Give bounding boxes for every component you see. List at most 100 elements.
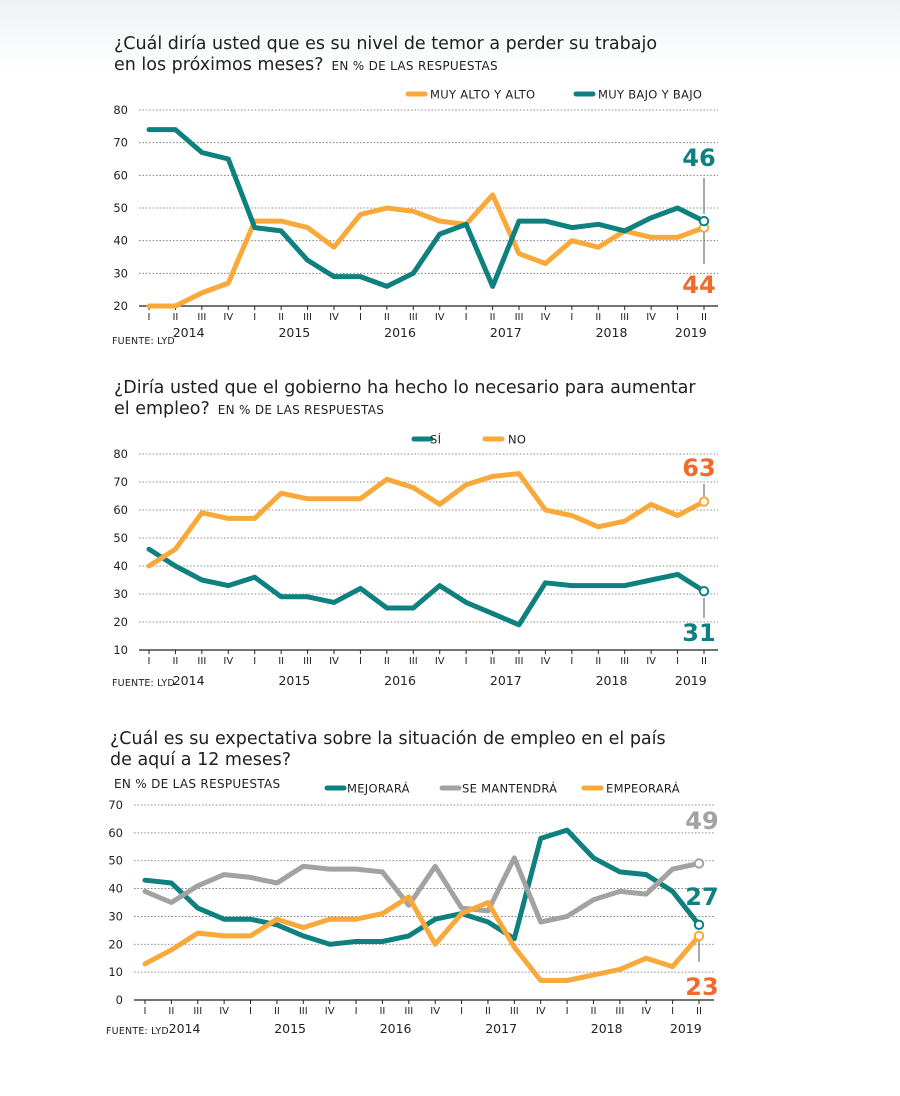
chart-3-unit: EN % DE LAS RESPUESTAS [114, 777, 281, 791]
x-tick-label: IV [646, 312, 656, 323]
x-tick-label: III [620, 312, 629, 323]
year-label: 2015 [274, 1021, 306, 1036]
chart-1-title-line-1: ¿Cuál diría usted que es su nivel de tem… [114, 34, 658, 54]
end-value-label: 44 [682, 271, 715, 299]
x-tick-label: I [148, 312, 151, 323]
x-tick-label: II [591, 1006, 597, 1017]
x-tick-label: II [490, 656, 496, 667]
y-tick-label: 80 [113, 103, 128, 117]
chart-panel-2: ¿Diría usted que el gobierno ha hecho lo… [112, 378, 718, 689]
y-tick-label: 10 [113, 643, 128, 657]
x-tick-label: III [510, 1006, 519, 1017]
series-line [142, 855, 702, 925]
year-label: 2015 [278, 325, 310, 340]
y-tick-label: 30 [113, 587, 128, 601]
x-tick-label: II [278, 312, 284, 323]
chart-3-title-line-1: ¿Cuál es su expectativa sobre la situaci… [110, 729, 666, 749]
y-tick-label: 60 [113, 168, 128, 182]
legend-label: MUY BAJO Y BAJO [598, 88, 702, 102]
x-tick-label: II [490, 312, 496, 323]
year-label: 2019 [675, 325, 707, 340]
x-tick-label: I [148, 656, 151, 667]
y-tick-label: 70 [108, 798, 123, 812]
y-tick-label: 20 [108, 937, 123, 951]
x-tick-label: I [676, 656, 679, 667]
x-tick-label: I [676, 312, 679, 323]
end-value-label: 31 [682, 619, 715, 647]
x-tick-label: II [168, 1006, 174, 1017]
x-tick-label: I [144, 1006, 147, 1017]
source-label: FUENTE: LYD [106, 1026, 169, 1037]
x-tick-label: IV [219, 1006, 229, 1017]
x-tick-label: III [615, 1006, 624, 1017]
x-tick-label: IV [541, 656, 551, 667]
x-tick-label: IV [536, 1006, 546, 1017]
chart-2-title: ¿Diría usted que el gobierno ha hecho lo… [114, 378, 714, 421]
x-tick-label: II [384, 656, 390, 667]
legend-label: SE MANTENDRÁ [462, 781, 557, 796]
end-marker [698, 215, 710, 227]
x-tick-label: IV [541, 312, 551, 323]
chart-3-title-line-2: de aquí a 12 meses? [110, 750, 292, 770]
year-label: 2014 [169, 1021, 201, 1036]
legend-label: SÍ [430, 432, 442, 447]
legend-label: EMPEORARÁ [606, 781, 680, 796]
year-label: 2015 [278, 673, 310, 688]
y-tick-label: 20 [113, 615, 128, 629]
x-tick-label: II [172, 312, 178, 323]
y-tick-label: 50 [113, 201, 128, 215]
legend-label: MUY ALTO Y ALTO [430, 88, 535, 102]
end-value-label: 23 [685, 973, 718, 1001]
y-tick-label: 40 [113, 234, 128, 248]
x-tick-label: III [197, 312, 206, 323]
x-tick-label: I [570, 312, 573, 323]
chart-3-title: ¿Cuál es su expectativa sobre la situaci… [110, 729, 710, 771]
x-tick-label: III [620, 656, 629, 667]
series-line [146, 471, 707, 569]
x-tick-label: I [359, 312, 362, 323]
y-tick-label: 80 [113, 447, 128, 461]
year-label: 2018 [596, 673, 628, 688]
x-tick-label: IV [223, 312, 233, 323]
year-label: 2019 [675, 673, 707, 688]
y-tick-label: 50 [113, 531, 128, 545]
x-tick-label: I [249, 1006, 252, 1017]
x-tick-label: I [671, 1006, 674, 1017]
year-label: 2014 [173, 325, 205, 340]
year-label: 2014 [173, 673, 205, 688]
x-tick-label: IV [329, 312, 339, 323]
legend-label: MEJORARÁ [347, 781, 410, 796]
year-label: 2017 [490, 673, 522, 688]
series-line [146, 546, 707, 628]
x-tick-label: III [515, 656, 524, 667]
x-tick-label: III [303, 312, 312, 323]
chart-1-title-line-2: en los próximos meses? [114, 55, 324, 75]
end-marker [693, 858, 705, 869]
legend-label: NO [508, 433, 526, 447]
source-label: FUENTE: LYD [112, 678, 175, 689]
end-marker [693, 930, 705, 942]
x-tick-label: II [379, 1006, 385, 1017]
x-tick-label: I [465, 656, 468, 667]
x-tick-label: II [274, 1006, 280, 1017]
y-tick-label: 70 [113, 136, 128, 150]
x-tick-label: II [696, 1006, 702, 1017]
x-tick-label: I [566, 1006, 569, 1017]
x-tick-label: IV [435, 656, 445, 667]
x-tick-label: III [303, 656, 312, 667]
year-label: 2016 [380, 1021, 412, 1036]
y-tick-label: 0 [116, 993, 123, 1007]
y-tick-label: 10 [108, 965, 123, 979]
x-tick-label: I [253, 312, 256, 323]
end-value-label: 63 [682, 454, 715, 482]
x-tick-label: II [485, 1006, 491, 1017]
y-tick-label: 40 [113, 559, 128, 573]
y-tick-label: 40 [108, 882, 123, 896]
series-line [146, 192, 707, 309]
year-label: 2017 [490, 325, 522, 340]
x-tick-label: IV [646, 656, 656, 667]
